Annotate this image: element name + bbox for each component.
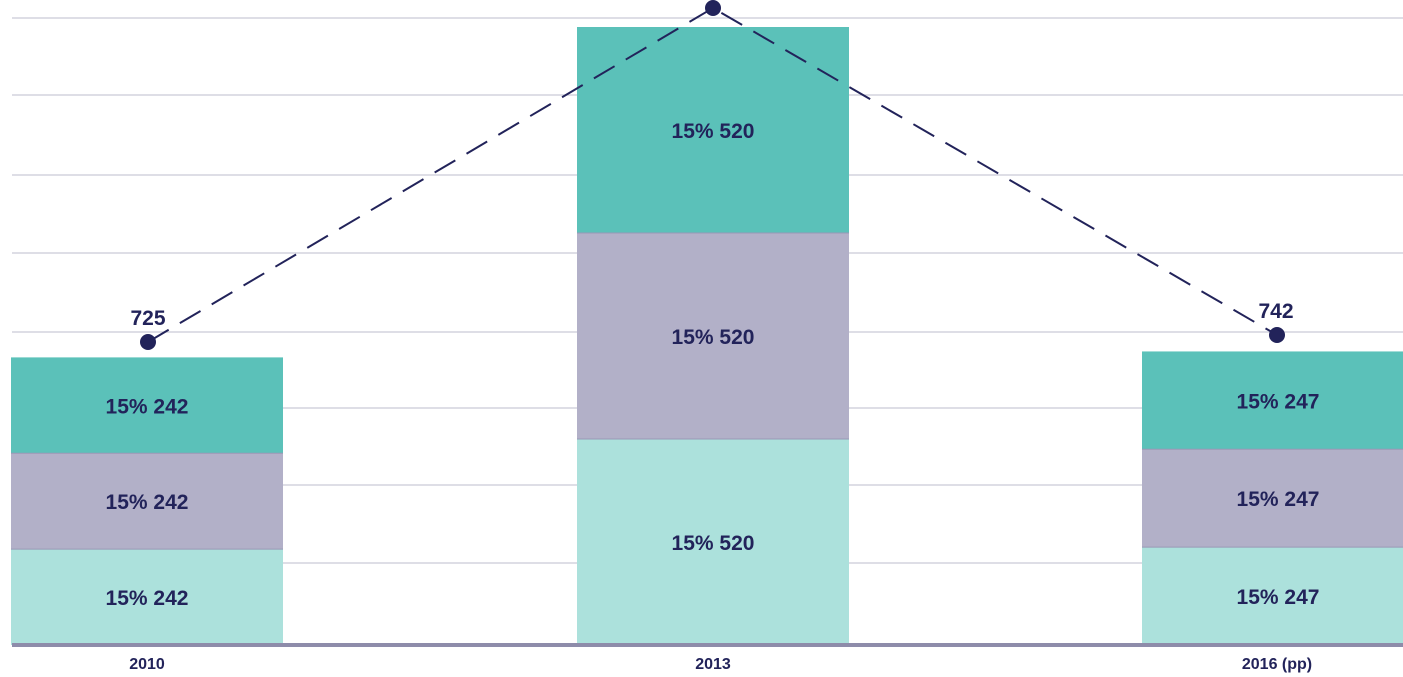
bar-data-label: 15% 242 [106,395,189,418]
bar-data-label: 15% 242 [106,491,189,514]
bar-data-label: 15% 247 [1237,488,1320,511]
bar-segment [11,453,283,550]
total-value-label: 742 [1258,300,1293,323]
bar-data-label: 15% 520 [672,532,755,555]
bar-segment [577,233,849,439]
x-tick-label: 2013 [695,656,731,673]
trend-point [705,0,721,16]
bar-segment [11,357,283,454]
total-value-label: 725 [130,307,165,330]
bar-stack-0: 15% 242 15% 242 15% 242 [11,357,283,645]
x-tick-label: 2010 [129,656,165,673]
trend-point [1269,327,1285,343]
trend-line-path [147,6,1278,343]
x-tick-label: 2016 (pp) [1242,656,1312,673]
bar-stack-1: 15% 520 15% 520 15% 520 [577,27,849,645]
bar-segment [1142,351,1403,450]
bar-stack-2: 15% 247 15% 247 15% 247 [1142,351,1403,645]
bar-data-label: 15% 242 [106,587,189,610]
bar-data-label: 15% 520 [672,120,755,143]
bar-segment [1142,547,1403,645]
bar-segment [11,549,283,645]
bar-segment [577,439,849,645]
bar-data-label: 15% 247 [1237,390,1320,413]
bar-segment [1142,449,1403,548]
x-axis-labels: 2010 2013 2016 (pp) [129,656,1312,673]
bar-data-label: 15% 520 [672,326,755,349]
bar-data-label: 15% 247 [1237,586,1320,609]
trend-point [140,334,156,350]
total-trend-line: 725 742 [130,0,1294,350]
